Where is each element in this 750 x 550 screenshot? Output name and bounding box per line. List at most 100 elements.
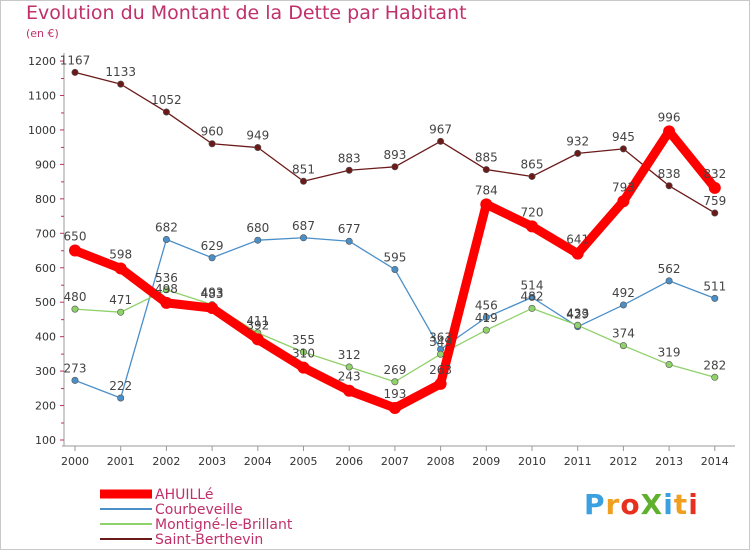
data-point [117, 308, 125, 316]
logo-letter: o [620, 488, 641, 521]
x-tick-label: 2014 [701, 455, 729, 468]
data-point [528, 304, 536, 312]
data-point [299, 348, 307, 356]
data-point [663, 125, 676, 138]
chart-unit-label: (en €) [26, 27, 59, 40]
data-label: 680 [246, 221, 269, 235]
logo-letter: i [688, 488, 699, 521]
data-label: 629 [201, 239, 224, 253]
data-point [71, 305, 79, 313]
x-tick-label: 2009 [472, 455, 500, 468]
data-point [160, 296, 173, 309]
data-label: 932 [566, 134, 589, 148]
y-tick-label: 1000 [28, 124, 56, 137]
data-label: 851 [292, 162, 315, 176]
data-label: 677 [338, 222, 361, 236]
y-tick-label: 1100 [28, 90, 56, 103]
x-tick-label: 2010 [518, 455, 546, 468]
data-label: 482 [521, 289, 544, 303]
data-label: 480 [64, 290, 87, 304]
y-tick-label: 700 [35, 227, 56, 240]
data-point [528, 293, 536, 301]
data-point [619, 342, 627, 350]
logo-letter: P [584, 488, 606, 521]
x-tick-label: 2008 [427, 455, 455, 468]
data-label: 429 [566, 308, 589, 322]
legend-label-AHUILLé: AHUILLé [155, 487, 213, 503]
data-label: 1133 [105, 65, 136, 79]
data-label: 319 [658, 346, 681, 360]
data-label: 784 [475, 183, 498, 197]
data-label: 392 [246, 318, 269, 332]
data-label: 419 [475, 311, 498, 325]
data-label: 514 [521, 278, 544, 292]
data-label: 960 [201, 125, 224, 139]
x-tick-label: 2002 [152, 455, 180, 468]
data-label: 562 [658, 262, 681, 276]
data-point [665, 182, 673, 190]
data-label: 885 [475, 151, 498, 165]
data-label: 193 [383, 387, 406, 401]
data-point [162, 108, 170, 116]
data-label: 598 [109, 247, 132, 261]
chart-title: Evolution du Montant de la Dette par Hab… [26, 2, 467, 24]
data-point [617, 195, 630, 208]
data-point [574, 149, 582, 157]
data-label: 269 [383, 363, 406, 377]
data-label: 411 [246, 314, 269, 328]
data-label: 363 [429, 330, 452, 344]
x-tick-label: 2000 [61, 455, 89, 468]
data-point [526, 220, 538, 233]
data-point [708, 181, 721, 194]
logo-letter: X [640, 488, 664, 521]
y-tick-label: 1200 [28, 55, 56, 68]
y-tick-label: 500 [35, 296, 56, 309]
data-point [619, 145, 627, 153]
data-label: 832 [703, 167, 726, 181]
data-label: 893 [383, 148, 406, 162]
data-label: 945 [612, 130, 635, 144]
data-label: 222 [109, 379, 132, 393]
data-point [437, 350, 445, 358]
data-point [69, 244, 81, 257]
x-tick-label: 2003 [198, 455, 226, 468]
data-point [528, 172, 536, 180]
legend-label-Montigné-le-Brillant: Montigné-le-Brillant [155, 517, 293, 533]
logo-letter: r [605, 488, 621, 521]
y-tick-label: 800 [35, 193, 56, 206]
y-tick-label: 900 [35, 158, 56, 171]
data-label: 996 [658, 110, 681, 124]
data-label: 374 [612, 327, 635, 341]
data-point [117, 394, 125, 402]
data-label: 349 [429, 335, 452, 349]
y-tick-label: 200 [35, 400, 56, 413]
data-point [711, 209, 719, 217]
data-label: 1052 [151, 93, 182, 107]
data-point [437, 137, 445, 145]
proxiti-logo: ProXiti [584, 488, 699, 521]
logo-letter: t [673, 488, 689, 521]
data-point [71, 376, 79, 384]
y-tick-label: 400 [35, 331, 56, 344]
y-tick-label: 600 [35, 262, 56, 275]
data-label: 641 [566, 233, 589, 247]
x-tick-label: 2012 [609, 455, 637, 468]
data-point [434, 377, 447, 390]
data-point [254, 236, 262, 244]
data-label: 687 [292, 219, 315, 233]
logo-letter: i [663, 488, 674, 521]
data-point [117, 80, 125, 88]
data-point [71, 68, 79, 76]
data-label: 355 [292, 333, 315, 347]
data-point [665, 361, 673, 369]
data-label: 720 [521, 205, 544, 219]
data-label: 312 [338, 348, 361, 362]
data-label: 838 [658, 167, 681, 181]
x-tick-label: 2011 [564, 455, 592, 468]
data-point [208, 254, 216, 262]
data-point [299, 234, 307, 242]
data-point [345, 166, 353, 174]
x-tick-label: 2001 [107, 455, 135, 468]
x-tick-label: 2005 [290, 455, 318, 468]
data-label: 243 [338, 370, 361, 384]
